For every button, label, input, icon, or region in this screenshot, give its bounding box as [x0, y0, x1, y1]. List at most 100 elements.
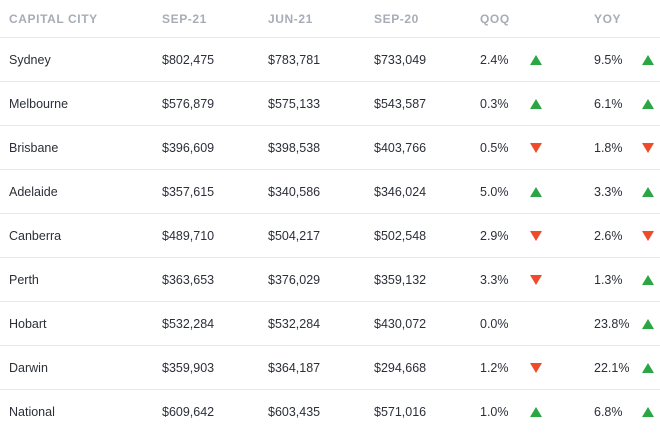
sep-21-value: $396,609: [162, 126, 268, 170]
yoy-change-value: 2.6%: [594, 229, 623, 243]
yoy-change: 1.8%: [594, 126, 660, 170]
yoy-change: 2.6%: [594, 214, 660, 258]
triangle-up-icon: [642, 275, 654, 285]
city-name: Brisbane: [0, 126, 162, 170]
sep-20-value: $502,548: [374, 214, 480, 258]
qoq-change-value: 3.3%: [480, 273, 509, 287]
city-name: Sydney: [0, 38, 162, 82]
qoq-change: 0.0%: [480, 302, 594, 346]
qoq-change-value: 2.9%: [480, 229, 509, 243]
qoq-change-value: 5.0%: [480, 185, 509, 199]
qoq-change: 2.4%: [480, 38, 594, 82]
sep-20-value: $294,668: [374, 346, 480, 390]
triangle-down-icon: [530, 275, 542, 285]
yoy-change: 3.3%: [594, 170, 660, 214]
qoq-change-value: 1.0%: [480, 405, 509, 419]
triangle-down-icon: [530, 143, 542, 153]
city-name: Melbourne: [0, 82, 162, 126]
sep-20-value: $571,016: [374, 390, 480, 433]
qoq-change-value: 0.3%: [480, 97, 509, 111]
triangle-down-icon: [642, 143, 654, 153]
jun-21-value: $376,029: [268, 258, 374, 302]
qoq-change-value: 0.0%: [480, 317, 509, 331]
qoq-change-value: 1.2%: [480, 361, 509, 375]
triangle-up-icon: [642, 363, 654, 373]
triangle-up-icon: [642, 187, 654, 197]
yoy-change-value: 3.3%: [594, 185, 623, 199]
city-name: Hobart: [0, 302, 162, 346]
sep-21-value: $363,653: [162, 258, 268, 302]
sep-21-value: $532,284: [162, 302, 268, 346]
header-sep-21[interactable]: SEP-21: [162, 0, 268, 38]
triangle-down-icon: [642, 231, 654, 241]
qoq-change-value: 0.5%: [480, 141, 509, 155]
triangle-up-icon: [530, 99, 542, 109]
yoy-change: 1.3%: [594, 258, 660, 302]
city-name: Perth: [0, 258, 162, 302]
jun-21-value: $783,781: [268, 38, 374, 82]
yoy-change: 9.5%: [594, 38, 660, 82]
header-sep-20[interactable]: SEP-20: [374, 0, 480, 38]
jun-21-value: $504,217: [268, 214, 374, 258]
yoy-change-value: 9.5%: [594, 53, 623, 67]
city-name: National: [0, 390, 162, 433]
yoy-change-value: 6.8%: [594, 405, 623, 419]
sep-20-value: $733,049: [374, 38, 480, 82]
qoq-change: 1.2%: [480, 346, 594, 390]
triangle-down-icon: [530, 363, 542, 373]
triangle-up-icon: [642, 55, 654, 65]
header-capital-city[interactable]: CAPITAL CITY: [0, 0, 162, 38]
sep-21-value: $802,475: [162, 38, 268, 82]
city-name: Adelaide: [0, 170, 162, 214]
yoy-change-value: 1.8%: [594, 141, 623, 155]
header-row: CAPITAL CITY SEP-21 JUN-21 SEP-20 QOQ YO…: [0, 0, 660, 38]
city-name: Darwin: [0, 346, 162, 390]
qoq-change: 1.0%: [480, 390, 594, 433]
qoq-change: 3.3%: [480, 258, 594, 302]
sep-21-value: $357,615: [162, 170, 268, 214]
yoy-change: 22.1%: [594, 346, 660, 390]
qoq-change: 0.5%: [480, 126, 594, 170]
yoy-change: 23.8%: [594, 302, 660, 346]
jun-21-value: $532,284: [268, 302, 374, 346]
qoq-change: 0.3%: [480, 82, 594, 126]
yoy-change-value: 1.3%: [594, 273, 623, 287]
jun-21-value: $340,586: [268, 170, 374, 214]
triangle-up-icon: [530, 407, 542, 417]
yoy-change: 6.1%: [594, 82, 660, 126]
triangle-down-icon: [530, 231, 542, 241]
sep-21-value: $489,710: [162, 214, 268, 258]
sep-21-value: $576,879: [162, 82, 268, 126]
triangle-up-icon: [642, 99, 654, 109]
header-yoy[interactable]: YOY: [594, 0, 660, 38]
jun-21-value: $603,435: [268, 390, 374, 433]
sep-20-value: $430,072: [374, 302, 480, 346]
triangle-up-icon: [642, 407, 654, 417]
yoy-change-value: 23.8%: [594, 317, 629, 331]
header-jun-21[interactable]: JUN-21: [268, 0, 374, 38]
triangle-up-icon: [530, 55, 542, 65]
header-qoq[interactable]: QOQ: [480, 0, 594, 38]
sep-20-value: $346,024: [374, 170, 480, 214]
sep-21-value: $609,642: [162, 390, 268, 433]
yoy-change-value: 6.1%: [594, 97, 623, 111]
triangle-up-icon: [530, 187, 542, 197]
yoy-change-value: 22.1%: [594, 361, 629, 375]
sep-21-value: $359,903: [162, 346, 268, 390]
qoq-change: 2.9%: [480, 214, 594, 258]
jun-21-value: $575,133: [268, 82, 374, 126]
triangle-up-icon: [642, 319, 654, 329]
jun-21-value: $364,187: [268, 346, 374, 390]
jun-21-value: $398,538: [268, 126, 374, 170]
sep-20-value: $543,587: [374, 82, 480, 126]
